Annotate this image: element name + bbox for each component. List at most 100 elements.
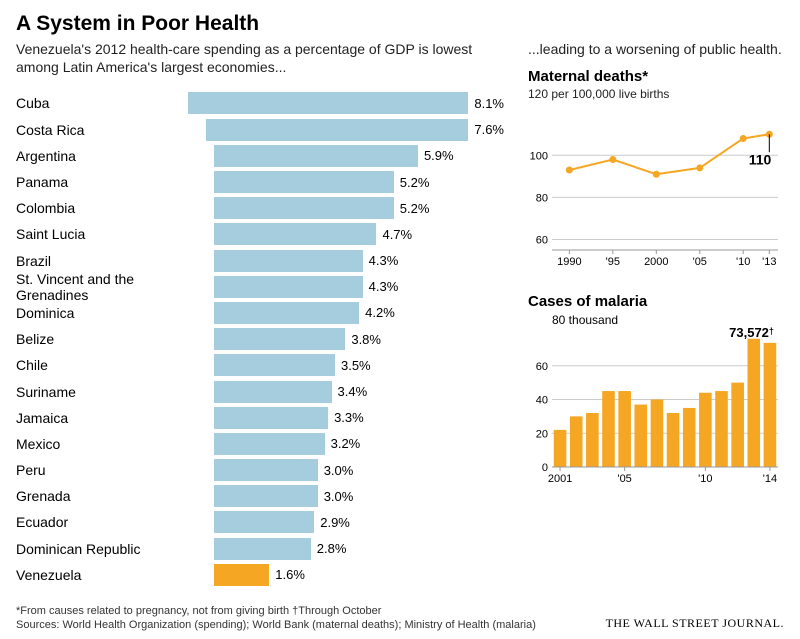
maternal-line-chart: 60 80 100 1990 '95 2000 '05 '10 '13 110 — [528, 105, 784, 275]
bar — [214, 250, 363, 272]
bar-row: Peru3.0% — [16, 457, 504, 483]
bar-value: 4.2% — [365, 305, 395, 320]
bar — [206, 119, 469, 141]
bar-value: 1.6% — [275, 567, 305, 582]
bar-value: 2.8% — [317, 541, 347, 556]
ytick-label: 60 — [536, 235, 548, 247]
bar — [214, 354, 335, 376]
bar-row: Panama 5.2% — [16, 169, 504, 195]
right-column: ...leading to a worsening of public heal… — [528, 40, 784, 588]
bar-label: Chile — [16, 357, 214, 373]
bar-value: 3.4% — [338, 384, 368, 399]
main-layout: Venezuela's 2012 health-care spending as… — [16, 40, 784, 588]
line-marker — [609, 156, 616, 163]
bar-label: Colombia — [16, 200, 214, 216]
bar-row: Brazil4.3% — [16, 248, 504, 274]
xtick-label: '95 — [606, 256, 620, 268]
xtick-label: 1990 — [557, 256, 581, 268]
malaria-bar — [731, 383, 744, 467]
bar — [214, 485, 318, 507]
ytick-label: 40 — [536, 395, 548, 407]
bar-label: Mexico — [16, 436, 214, 452]
bar-value: 4.3% — [369, 253, 399, 268]
maternal-callout: 110 — [749, 151, 772, 167]
maternal-line — [569, 134, 769, 174]
bar-row: Mexico 3.2% — [16, 431, 504, 457]
bar-row: Belize3.8% — [16, 326, 504, 352]
bar-value: 3.8% — [351, 332, 381, 347]
bar-label: Suriname — [16, 384, 214, 400]
malaria-bar — [715, 391, 728, 467]
bar — [214, 223, 376, 245]
maternal-title: Maternal deaths* — [528, 68, 784, 85]
page-title: A System in Poor Health — [16, 12, 784, 36]
bar-value: 3.3% — [334, 410, 364, 425]
xtick-label: 2001 — [548, 473, 572, 485]
bar-value: 5.2% — [400, 201, 430, 216]
bar-value: 7.6% — [474, 122, 504, 137]
bar-row: Venezuela 1.6% — [16, 562, 504, 588]
maternal-subtitle: 120 per 100,000 live births — [528, 87, 784, 101]
bar — [214, 171, 394, 193]
bar — [214, 276, 363, 298]
bar-chart-subtitle: Venezuela's 2012 health-care spending as… — [16, 40, 504, 76]
ytick-label: 80 — [536, 193, 548, 205]
bar — [214, 328, 345, 350]
bar-value: 5.9% — [424, 148, 454, 163]
malaria-bar — [634, 405, 647, 467]
bar-value: 2.9% — [320, 515, 350, 530]
malaria-bar — [651, 400, 664, 468]
malaria-bar-chart: 80 thousand02040602001'05'10'1473,572† — [528, 312, 784, 492]
xtick-label: '10 — [698, 473, 712, 485]
bar-row: Dominica 4.2% — [16, 300, 504, 326]
bar-value: 5.2% — [400, 175, 430, 190]
bar-label: Grenada — [16, 488, 214, 504]
footnote: *From causes related to pregnancy, not f… — [16, 605, 381, 617]
bar — [214, 145, 418, 167]
ytick-label: 100 — [530, 150, 548, 162]
right-subtitle: ...leading to a worsening of public heal… — [528, 40, 784, 58]
bar — [214, 197, 394, 219]
bar — [214, 459, 318, 481]
malaria-bar — [554, 430, 567, 467]
bar-value: 3.2% — [331, 436, 361, 451]
bar-row: Jamaica 3.3% — [16, 405, 504, 431]
bar — [214, 302, 359, 324]
sources: Sources: World Health Organization (spen… — [16, 619, 536, 631]
bar-label: Jamaica — [16, 410, 214, 426]
bar-row: Colombia 5.2% — [16, 195, 504, 221]
bar-row: St. Vincent and the Grenadines4.3% — [16, 274, 504, 300]
bar-value: 4.3% — [369, 279, 399, 294]
xtick-label: '10 — [736, 256, 750, 268]
bar — [214, 564, 269, 586]
xtick-label: '13 — [762, 256, 776, 268]
bar — [188, 92, 468, 114]
bar-value: 4.7% — [382, 227, 412, 242]
bar-value: 3.5% — [341, 358, 371, 373]
left-column: Venezuela's 2012 health-care spending as… — [16, 40, 504, 588]
spending-bar-chart: Cuba8.1%Costa Rica7.6%Argentina5.9%Panam… — [16, 90, 504, 588]
malaria-bar — [747, 339, 760, 467]
xtick-label: '05 — [693, 256, 707, 268]
bar — [214, 511, 314, 533]
bar-label: Ecuador — [16, 514, 214, 530]
bar-label: Costa Rica — [16, 122, 206, 138]
malaria-title: Cases of malaria — [528, 293, 784, 310]
bar-label: Dominica — [16, 305, 214, 321]
ytick-label: 20 — [536, 428, 548, 440]
bar-label: Peru — [16, 462, 214, 478]
bar-row: Grenada3.0% — [16, 483, 504, 509]
bar-label: Panama — [16, 174, 214, 190]
bar-label: Argentina — [16, 148, 214, 164]
bar-row: Suriname 3.4% — [16, 378, 504, 404]
malaria-bar — [699, 393, 712, 467]
bar-row: Saint Lucia4.7% — [16, 221, 504, 247]
bar-label: Dominican Republic — [16, 541, 214, 557]
xtick-label: 2000 — [644, 256, 668, 268]
bar — [214, 407, 328, 429]
bar — [214, 538, 311, 560]
bar-row: Costa Rica 7.6% — [16, 117, 504, 143]
bar-label: Venezuela — [16, 567, 214, 583]
line-marker — [696, 165, 703, 172]
malaria-bar — [764, 343, 777, 467]
